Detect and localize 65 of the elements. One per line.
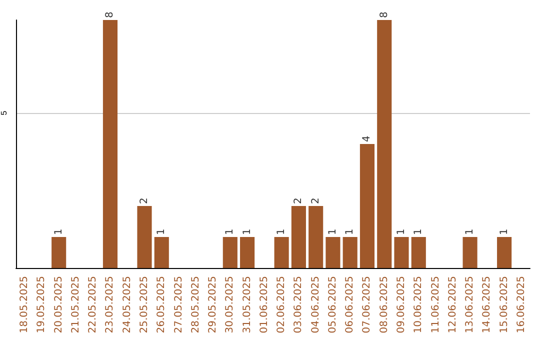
x-tick-label: 21.05.2025 — [70, 276, 82, 334]
bar — [154, 237, 169, 268]
bar — [326, 237, 340, 268]
x-tick-label: 15.06.2025 — [498, 276, 510, 334]
data-label: 1 — [327, 228, 338, 235]
x-tick-label: 08.06.2025 — [378, 276, 390, 334]
x-tick-label: 13.06.2025 — [464, 276, 476, 334]
x-tick-label: 20.05.2025 — [53, 276, 64, 334]
data-label: 2 — [310, 198, 322, 204]
bar — [308, 206, 324, 268]
x-tick-label: 09.06.2025 — [396, 276, 407, 334]
data-label: 1 — [53, 228, 64, 235]
data-label: 8 — [378, 12, 390, 18]
x-tick-label: 30.05.2025 — [224, 276, 236, 334]
x-tick-label: 18.05.2025 — [19, 276, 30, 334]
x-tick-label: 02.06.2025 — [276, 276, 288, 334]
bar — [240, 237, 255, 268]
x-tick-label: 03.06.2025 — [293, 276, 304, 334]
data-label: 1 — [156, 228, 168, 235]
data-label: 1 — [396, 228, 407, 235]
bar — [360, 144, 375, 268]
x-tick-label: 01.06.2025 — [258, 276, 270, 334]
x-tick-label: 22.05.2025 — [88, 276, 99, 334]
bar — [342, 237, 358, 268]
bar — [411, 237, 426, 268]
data-label: 1 — [276, 228, 288, 235]
bar — [394, 237, 409, 268]
data-label: 4 — [362, 136, 373, 142]
data-label: 1 — [344, 228, 356, 235]
bar — [497, 237, 512, 268]
x-tick-label: 28.05.2025 — [190, 276, 202, 334]
data-label: 1 — [413, 228, 424, 235]
x-tick-label: 10.06.2025 — [413, 276, 424, 334]
bar — [52, 237, 66, 268]
x-tick-label: 27.05.2025 — [173, 276, 184, 334]
x-tick-label: 12.06.2025 — [447, 276, 458, 334]
x-tick-label: 07.06.2025 — [362, 276, 373, 334]
x-tick-label: 25.05.2025 — [139, 276, 150, 334]
x-tick-label: 29.05.2025 — [208, 276, 219, 334]
data-label: 1 — [464, 228, 476, 235]
bar — [291, 206, 306, 268]
bar — [222, 237, 238, 268]
bar — [102, 20, 118, 268]
x-tick-label: 06.06.2025 — [344, 276, 356, 334]
x-tick-label: 24.05.2025 — [122, 276, 133, 334]
bar — [377, 20, 392, 268]
bar — [462, 237, 478, 268]
x-tick-label: 19.05.2025 — [36, 276, 48, 334]
x-tick-label: 16.06.2025 — [516, 276, 527, 334]
data-label: 2 — [293, 198, 304, 204]
data-label: 1 — [498, 228, 510, 235]
x-tick-label: 23.05.2025 — [104, 276, 116, 334]
x-tick-label: 05.06.2025 — [327, 276, 338, 334]
x-tick-label: 31.05.2025 — [242, 276, 253, 334]
x-tick-label: 26.05.2025 — [156, 276, 168, 334]
x-tick-label: 11.06.2025 — [430, 276, 442, 334]
data-label: 8 — [104, 12, 116, 18]
data-label: 1 — [224, 228, 236, 235]
bar — [137, 206, 152, 268]
data-label: 2 — [139, 198, 150, 204]
y-tick-label: 5 — [0, 110, 8, 116]
data-label: 1 — [242, 228, 253, 235]
x-tick-label: 14.06.2025 — [482, 276, 493, 334]
bar — [274, 237, 289, 268]
x-tick-label: 04.06.2025 — [310, 276, 322, 334]
